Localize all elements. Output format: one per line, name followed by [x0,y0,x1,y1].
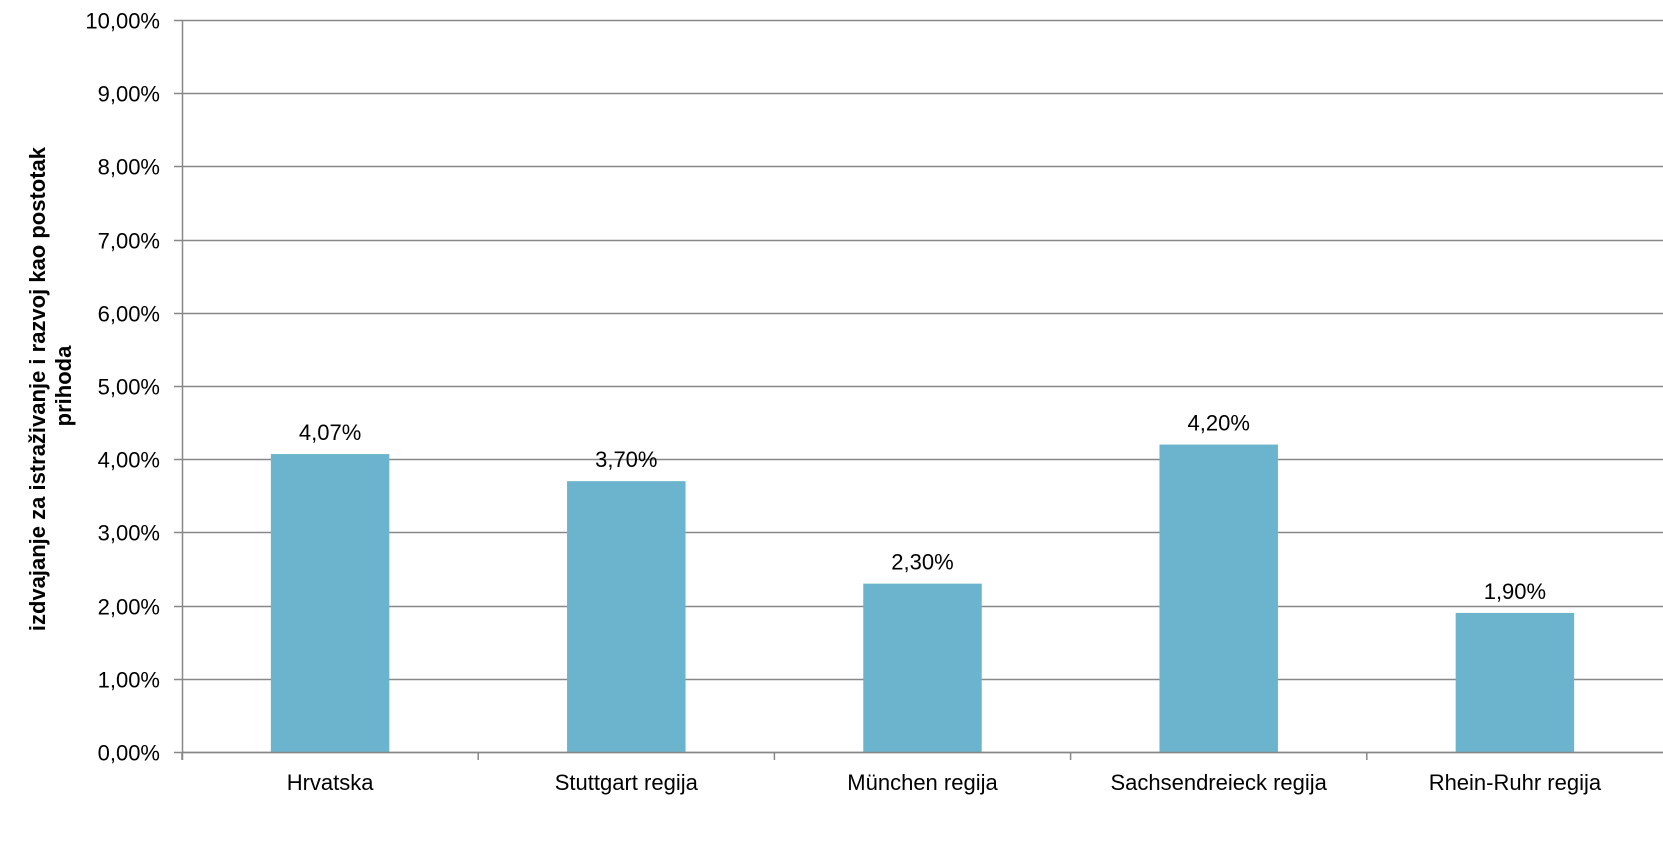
y-tick-label: 6,00% [98,302,160,327]
y-tick-label: 7,00% [98,229,160,254]
y-axis-label-line-1: izdvajanje za istraživanje i razvoj kao … [25,146,50,631]
category-label: Stuttgart regija [555,770,699,795]
bar-0 [270,454,390,752]
category-label: Rhein-Ruhr regija [1429,770,1602,795]
y-tick-label: 2,00% [98,595,160,620]
y-axis-label: izdvajanje za istraživanje i razvoj kao … [25,141,76,631]
bars [270,444,1575,752]
category-label: Sachsendreieck regija [1110,770,1327,795]
bar-4 [1455,612,1575,752]
data-label: 4,20% [1188,411,1250,436]
data-label: 3,70% [595,447,657,472]
gridlines [174,19,1663,754]
y-tick-label: 4,00% [98,448,160,473]
data-labels: 4,07% 3,70% 2,30% 4,20% 1,90% [299,411,1546,604]
y-tick-label: 8,00% [98,155,160,180]
bar-1 [567,481,686,752]
axes [181,20,1663,760]
y-tick-label: 3,00% [98,521,160,546]
bar-3 [1159,444,1278,752]
y-tick-labels: 0,00% 1,00% 2,00% 3,00% 4,00% 5,00% 6,00% 7,00%… [85,9,160,766]
y-tick-label: 0,00% [98,741,160,766]
y-tick-label: 1,00% [98,668,160,693]
category-labels: Hrvatska Stuttgart regija München regija Sa… [287,770,1602,795]
data-label: 2,30% [891,550,953,575]
category-label: München regija [847,770,998,795]
data-label: 4,07% [299,420,361,445]
data-label: 1,90% [1484,579,1546,604]
y-axis-label-line-2: prihoda [51,345,76,426]
y-tick-label: 9,00% [98,82,160,107]
bar-2 [863,583,982,752]
category-label: Hrvatska [287,770,375,795]
y-tick-label: 5,00% [98,375,160,400]
y-tick-label: 10,00% [85,9,160,34]
